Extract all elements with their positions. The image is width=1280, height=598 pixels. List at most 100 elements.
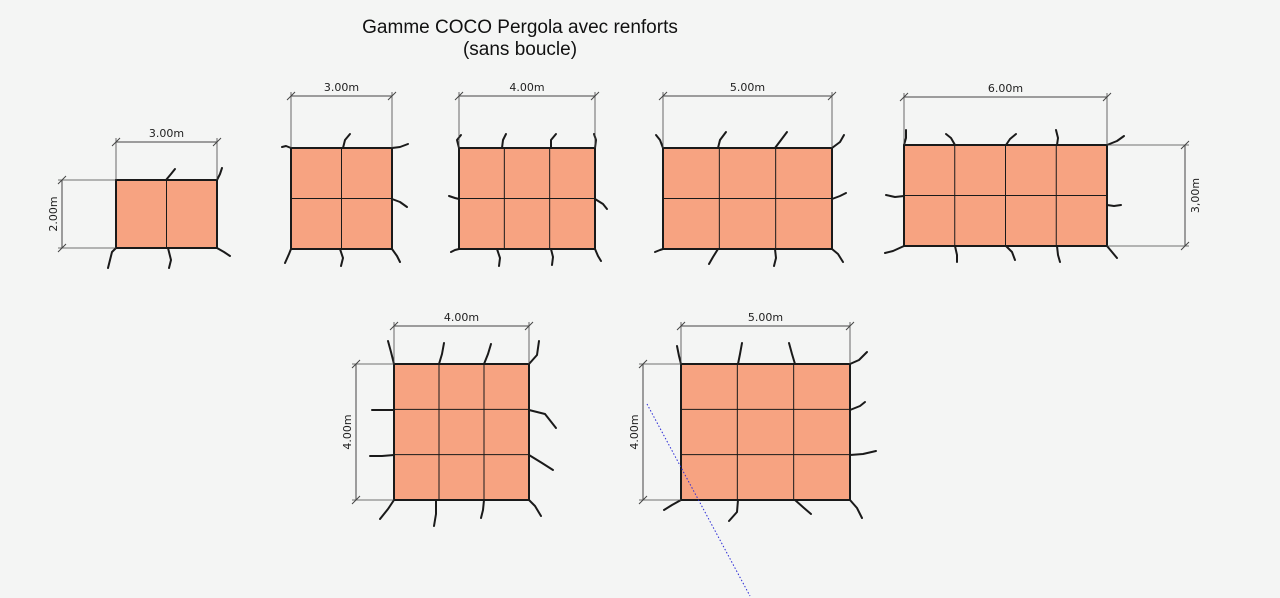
panel-4x3: 4.00m xyxy=(448,81,608,267)
tie-down-strap xyxy=(774,131,788,149)
tie-down-strap xyxy=(903,129,907,146)
panel-border xyxy=(393,363,530,501)
diagram-title: Gamme COCO Pergola avec renforts (sans b… xyxy=(330,17,710,61)
tie-down-strap xyxy=(387,340,395,365)
tie-down-strap xyxy=(339,248,344,267)
tie-down-strap xyxy=(728,499,739,522)
tie-down-strap xyxy=(654,248,664,253)
tie-down-strap xyxy=(456,134,462,149)
tie-down-strap xyxy=(550,133,557,149)
tie-down-strap xyxy=(448,195,460,200)
height-label: 4.00m xyxy=(341,414,354,449)
dimension-tick xyxy=(454,91,464,101)
panel-3x3: 3.00m xyxy=(281,81,409,267)
tie-down-strap xyxy=(1056,245,1061,263)
panel-3x2: 3.00m 2.00m xyxy=(47,127,231,269)
height-label: 3,00m xyxy=(1189,178,1202,213)
width-label: 4.00m xyxy=(444,311,479,324)
tie-down-strap xyxy=(663,499,682,511)
panel-5x4: 5.00m 4.00m xyxy=(628,311,877,522)
dimension-tick xyxy=(212,137,222,147)
tie-down-strap xyxy=(528,454,554,471)
dimension-tick xyxy=(57,243,67,253)
dimension-tick xyxy=(351,359,361,369)
dimension-tick xyxy=(658,91,668,101)
tie-down-strap xyxy=(954,245,958,263)
tie-down-strap xyxy=(483,343,492,365)
tie-down-strap xyxy=(1106,204,1122,207)
tie-down-strap xyxy=(1005,245,1016,261)
dimension-tick xyxy=(1102,92,1112,102)
dimension-tick xyxy=(387,91,397,101)
dimension-tick xyxy=(1180,140,1190,150)
width-label: 5.00m xyxy=(748,311,783,324)
tie-down-strap xyxy=(391,248,401,263)
tie-down-strap xyxy=(737,342,743,365)
tie-down-strap xyxy=(450,248,460,253)
tie-down-strap xyxy=(165,168,176,181)
tie-down-strap xyxy=(438,342,445,365)
tie-down-strap xyxy=(831,192,847,200)
tie-down-strap xyxy=(849,401,866,411)
tie-down-strap xyxy=(216,167,223,181)
tie-down-strap xyxy=(550,248,554,266)
tie-down-strap xyxy=(496,248,501,267)
panel-5x3: 5.00m xyxy=(654,81,847,267)
dimension-tick xyxy=(845,321,855,331)
tie-down-strap xyxy=(1005,133,1017,146)
dimension-tick xyxy=(1180,241,1190,251)
height-label: 2.00m xyxy=(47,196,60,231)
tie-down-strap xyxy=(849,450,877,456)
tie-down-strap xyxy=(391,143,409,149)
tie-down-strap xyxy=(831,134,845,149)
width-label: 3.00m xyxy=(324,81,359,94)
tie-down-strap xyxy=(480,499,485,519)
tie-down-strap xyxy=(773,248,777,267)
tie-down-strap xyxy=(1055,129,1059,146)
dimension-tick xyxy=(676,321,686,331)
tie-down-strap xyxy=(794,499,812,515)
dimension-tick xyxy=(524,321,534,331)
width-label: 4.00m xyxy=(509,81,544,94)
tie-down-strap xyxy=(528,409,557,429)
tie-down-strap xyxy=(528,340,540,365)
title-line-1: Gamme COCO Pergola avec renforts xyxy=(362,17,678,38)
tie-down-strap xyxy=(379,499,395,520)
tie-down-strap xyxy=(708,248,719,265)
tie-down-strap xyxy=(885,194,905,198)
tie-down-strap xyxy=(167,247,172,269)
title-line-2: (sans boucle) xyxy=(462,39,578,60)
panel-6x3: 6.00m 3,00m xyxy=(884,82,1202,263)
dimension-tick xyxy=(827,91,837,101)
panel-fabric xyxy=(394,364,529,500)
tie-down-strap xyxy=(849,351,868,365)
dimension-tick xyxy=(286,91,296,101)
dimension-tick xyxy=(638,495,648,505)
tie-down-strap xyxy=(594,248,602,262)
tie-down-strap xyxy=(884,245,905,254)
tie-down-strap xyxy=(528,499,542,517)
tie-down-strap xyxy=(831,248,844,263)
tie-down-strap xyxy=(788,342,796,365)
panel-border xyxy=(680,363,851,501)
tie-down-strap xyxy=(433,499,437,527)
tie-down-strap xyxy=(655,134,664,149)
tie-down-strap xyxy=(594,198,608,210)
dimension-tick xyxy=(351,495,361,505)
tie-down-strap xyxy=(676,345,682,365)
width-label: 6.00m xyxy=(988,82,1023,95)
tie-down-strap xyxy=(369,454,395,457)
tie-down-strap xyxy=(501,133,507,149)
tie-down-strap xyxy=(849,499,863,519)
tie-down-strap xyxy=(342,133,351,149)
dimension-tick xyxy=(111,137,121,147)
dimension-tick xyxy=(638,359,648,369)
dimension-tick xyxy=(899,92,909,102)
dotted-guide-line xyxy=(646,403,751,597)
tie-down-strap xyxy=(717,131,727,149)
tie-down-strap xyxy=(391,198,408,208)
panel-fabric xyxy=(681,364,850,500)
width-label: 5.00m xyxy=(730,81,765,94)
tie-down-strap xyxy=(945,133,956,146)
